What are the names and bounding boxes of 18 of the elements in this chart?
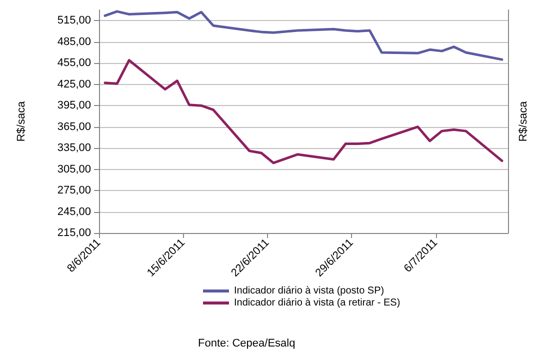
- line-series: [104, 59, 504, 164]
- source-note: Fonte: Cepea/Esalq: [198, 338, 296, 350]
- y-tick-label: 365,00: [57, 120, 91, 133]
- y-axis-title: R$/saca: [16, 100, 28, 142]
- y-tick-label: 485,00: [57, 36, 91, 48]
- y-tick-label: 395,00: [57, 100, 91, 112]
- legend-label: Indicador diário à vista (a retirar - ES): [234, 298, 400, 308]
- y-tick-label: 515,00: [57, 14, 91, 27]
- y-tick-label: 455,00: [57, 57, 91, 70]
- legend-label: Indicador diário à vista (posto SP): [234, 286, 384, 296]
- line-series: [104, 10, 504, 61]
- y2-axis-title: R$/saca: [518, 100, 530, 142]
- y-tick-label: 305,00: [57, 163, 91, 176]
- y-tick-label: 335,00: [57, 142, 91, 154]
- y-tick-label: 215,00: [57, 227, 91, 239]
- y-tick-label: 275,00: [57, 184, 91, 197]
- y-tick-label: 425,00: [57, 78, 91, 90]
- y-tick-label: 245,00: [57, 206, 91, 218]
